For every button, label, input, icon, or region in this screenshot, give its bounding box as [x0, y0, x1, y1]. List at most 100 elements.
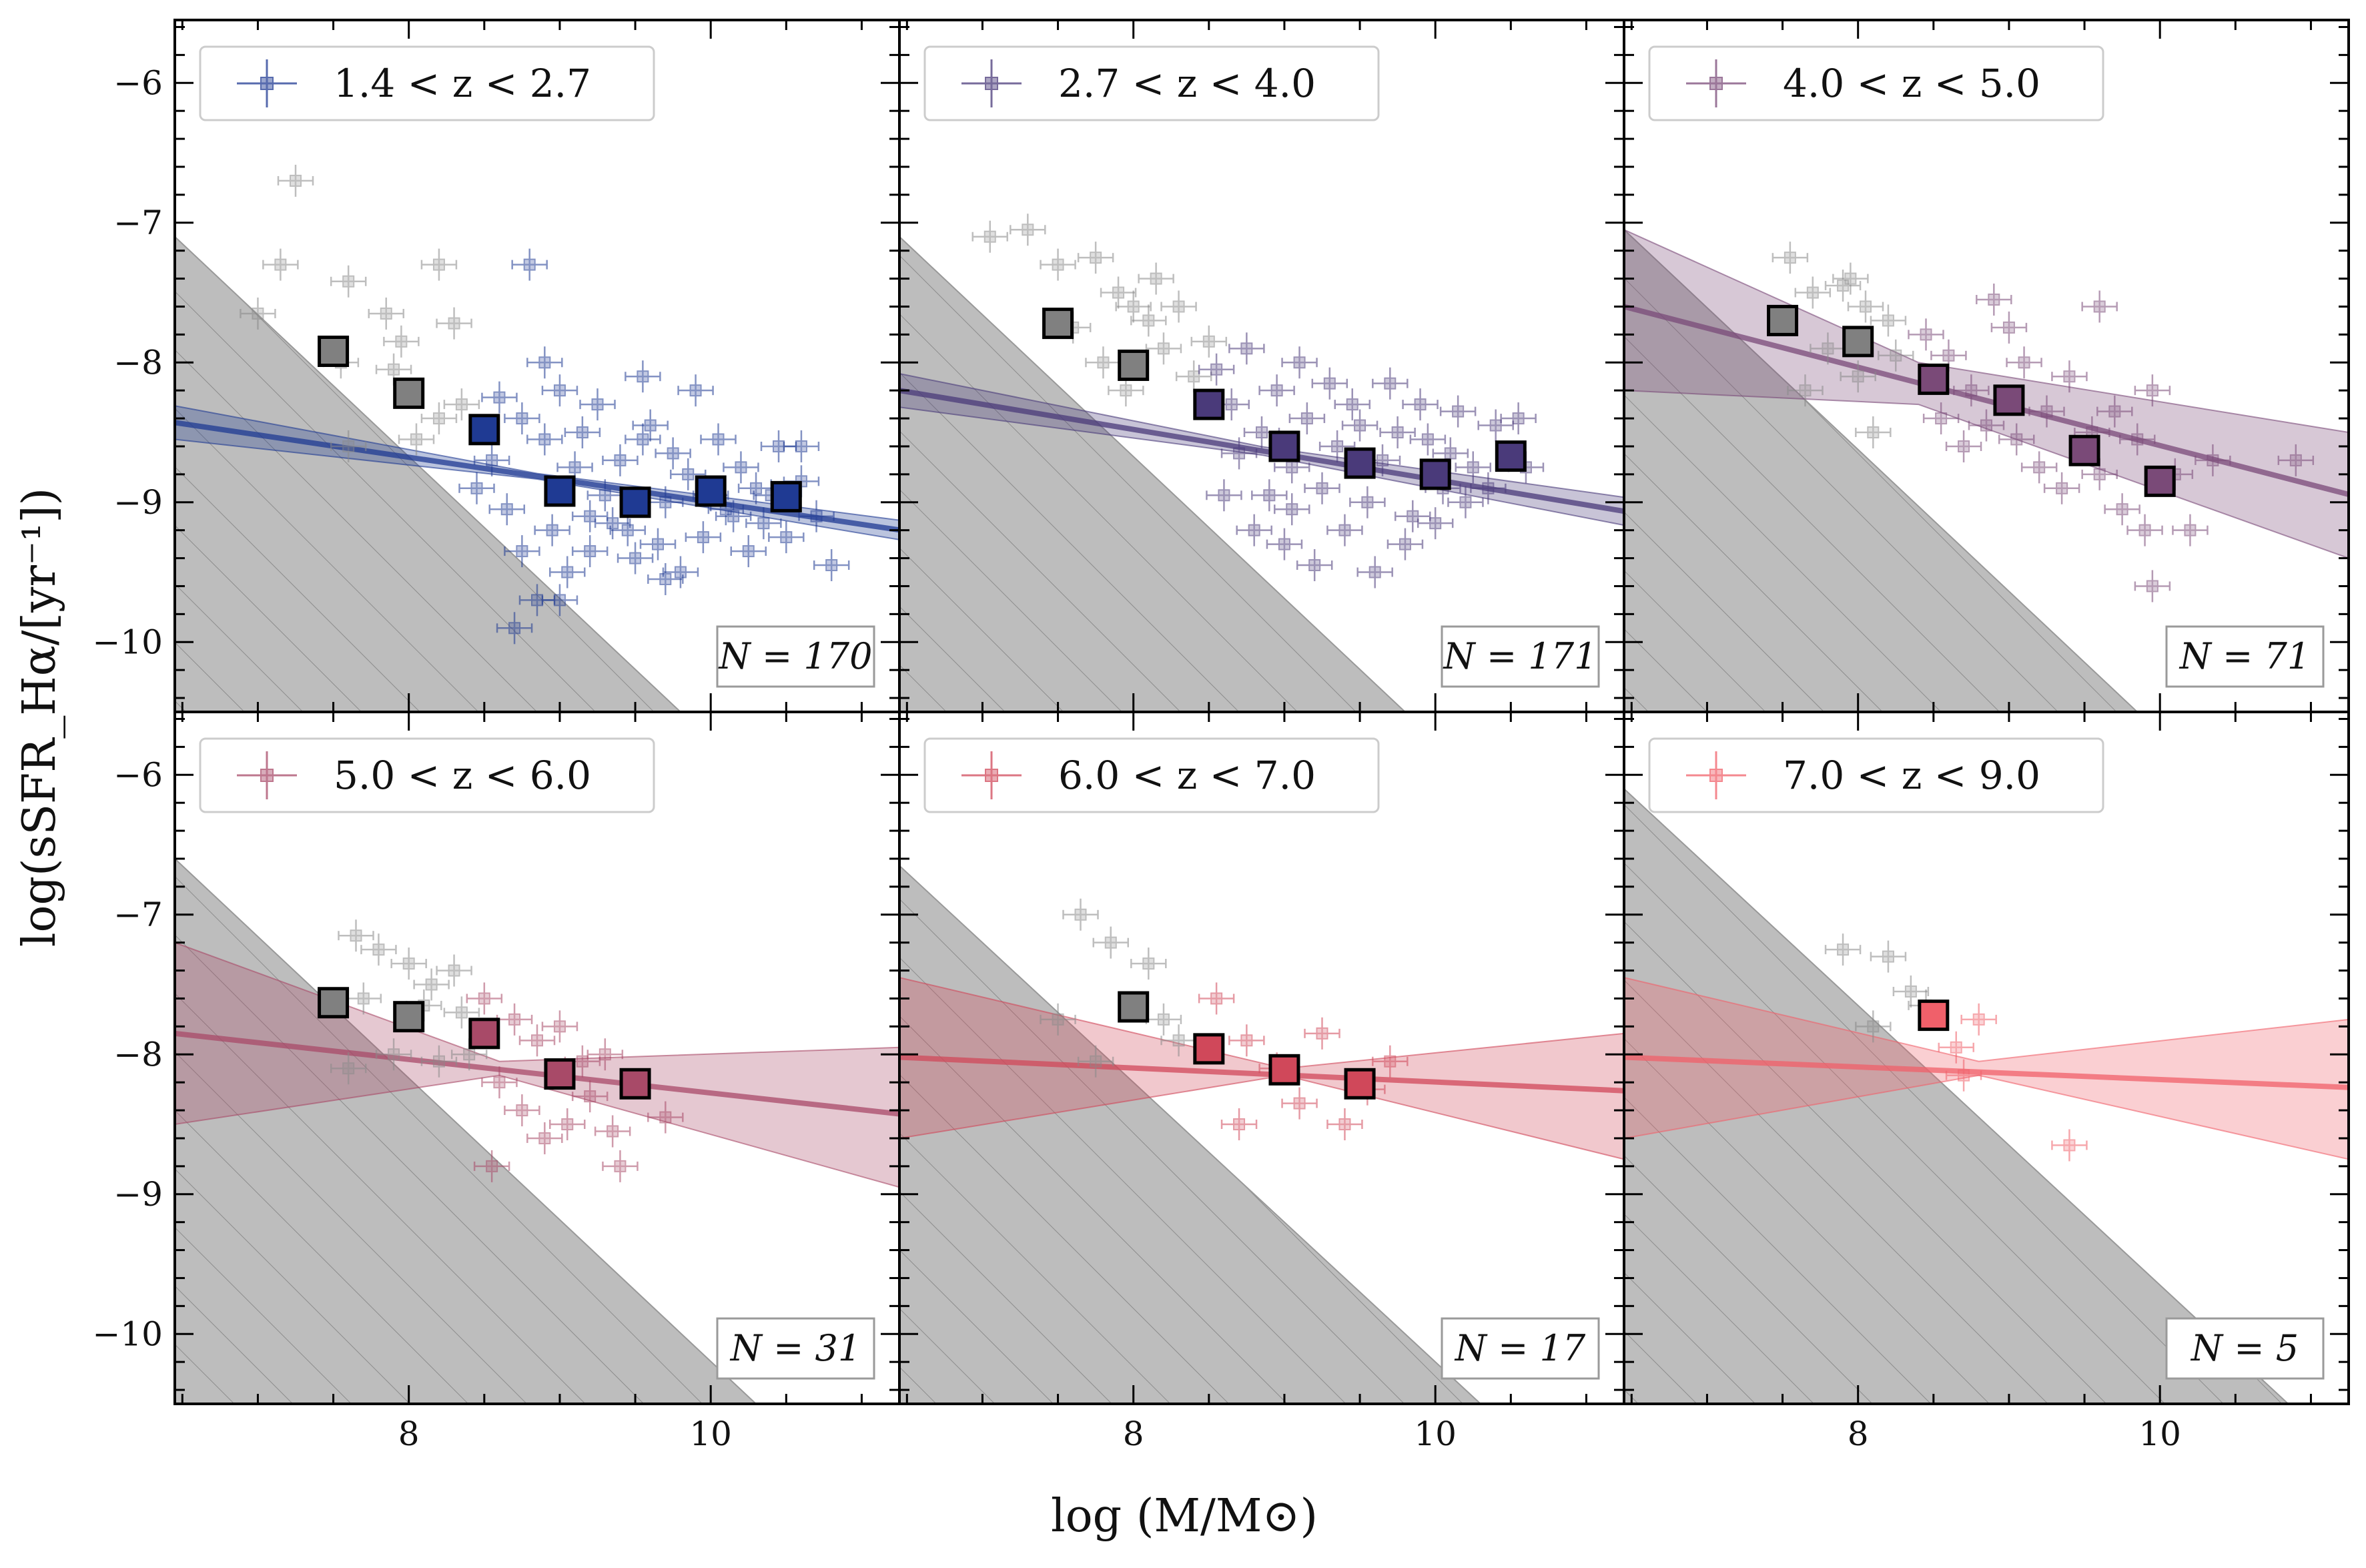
scatter-point: [677, 374, 714, 407]
scatter-point-gray: [368, 297, 404, 330]
point-marker: [402, 957, 415, 970]
scatter-point: [1304, 1017, 1340, 1050]
panel-plot-area: [175, 857, 899, 1404]
point-marker: [470, 482, 483, 494]
point-marker: [576, 426, 588, 439]
scatter-point: [700, 423, 737, 456]
legend-marker: [260, 77, 274, 90]
scatter-point: [1953, 374, 1990, 407]
scatter-point-gray: [1190, 325, 1228, 358]
scatter-point: [1274, 451, 1310, 484]
panel-plot-area: [1624, 228, 2349, 712]
scatter-point-gray: [1062, 898, 1099, 931]
point-marker: [1882, 314, 1894, 327]
point-marker: [561, 566, 574, 578]
point-marker: [1988, 293, 2000, 306]
scatter-point: [511, 248, 548, 281]
scatter-point: [1288, 402, 1326, 435]
scatter-point: [1206, 479, 1242, 512]
point-marker: [1240, 1034, 1253, 1047]
excluded-region: [899, 865, 1482, 1404]
scatter-point: [541, 1010, 578, 1043]
scatter-point-gray: [420, 248, 458, 281]
point-marker: [1263, 489, 1276, 502]
scatter-point: [496, 1003, 533, 1036]
point-marker: [568, 461, 581, 474]
scatter-point: [571, 500, 609, 532]
legend-marker: [1709, 769, 1723, 782]
point-marker: [516, 1104, 528, 1117]
panel-plot-area: [175, 164, 899, 712]
scatter-point: [1318, 430, 1356, 462]
scatter-point: [481, 1066, 518, 1099]
scatter-point: [1402, 388, 1439, 421]
scatter-point: [473, 1150, 510, 1182]
scatter-point-gray: [1108, 374, 1144, 407]
scatter-point: [2195, 444, 2231, 476]
point-marker: [1316, 1027, 1328, 1040]
y-tick-label: −9: [113, 1175, 163, 1214]
scatter-point: [1908, 318, 1944, 351]
scatter-point: [1998, 423, 2035, 456]
point-marker: [425, 978, 438, 991]
point-marker: [380, 307, 392, 320]
scatter-point: [798, 500, 835, 532]
point-marker: [1225, 398, 1238, 411]
point-marker: [395, 335, 408, 348]
legend-marker: [985, 769, 998, 782]
point-marker: [553, 384, 566, 397]
scatter-point: [730, 535, 767, 568]
point-marker: [1414, 398, 1427, 411]
scatter-point-gray: [1824, 933, 1862, 966]
point-marker: [1407, 510, 1419, 522]
point-marker: [1860, 300, 1872, 313]
scatter-point: [2028, 395, 2065, 428]
count-box: [2165, 625, 2325, 688]
y-tick-label: −6: [113, 755, 163, 794]
legend-box: [923, 45, 1380, 121]
point-marker: [795, 440, 807, 452]
point-marker: [1972, 1013, 1985, 1026]
point-marker: [531, 594, 543, 607]
fit-confidence-band: [1624, 977, 2349, 1160]
scatter-point-gray: [338, 919, 374, 952]
point-marker: [659, 496, 672, 508]
panel-plot-area: [899, 214, 1624, 712]
point-marker: [1090, 1055, 1102, 1068]
scatter-point: [1976, 283, 2012, 316]
fit-line: [899, 1054, 1624, 1094]
point-marker: [1384, 377, 1397, 390]
point-marker: [516, 412, 528, 425]
scatter-point-gray: [1840, 360, 1876, 393]
point-marker: [1112, 286, 1125, 299]
fit-confidence-band: [175, 941, 899, 1188]
point-marker: [576, 1055, 588, 1068]
point-marker: [1920, 328, 1932, 341]
point-marker: [410, 433, 422, 446]
point-marker: [1157, 1013, 1170, 1026]
scatter-point-gray: [1145, 332, 1182, 365]
point-marker: [674, 566, 687, 578]
x-tick-label: 10: [2138, 1415, 2181, 1453]
scatter-point: [466, 982, 503, 1015]
point-marker: [1399, 538, 1411, 550]
point-marker: [621, 524, 634, 536]
scatter-point: [2006, 346, 2042, 379]
scatter-point: [1409, 423, 1447, 456]
binned-point-gray: [1118, 991, 1150, 1023]
scatter-point: [594, 1115, 631, 1148]
scatter-point: [723, 451, 759, 484]
scatter-point-gray: [436, 307, 472, 340]
point-marker: [1052, 258, 1064, 271]
point-marker: [455, 398, 468, 411]
point-marker: [1188, 370, 1200, 383]
scatter-point: [1220, 1108, 1258, 1141]
binned-point: [619, 486, 651, 518]
scatter-point: [1326, 514, 1363, 546]
point-marker: [2056, 482, 2068, 494]
scatter-point: [685, 521, 722, 554]
point-marker: [1799, 384, 1812, 397]
count-box: [716, 1317, 875, 1380]
y-tick-label: −8: [113, 1035, 163, 1074]
